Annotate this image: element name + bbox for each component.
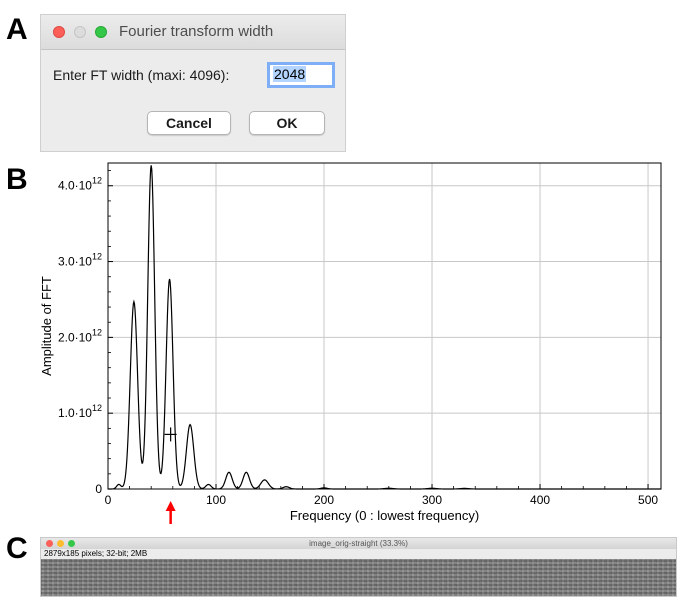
y-tick-label: 2.0·1012 bbox=[58, 327, 102, 344]
dialog-titlebar: Fourier transform width bbox=[41, 15, 345, 50]
x-tick-label: 100 bbox=[206, 493, 226, 507]
panel-label-c: C bbox=[6, 532, 28, 565]
image-window-titlebar: image_orig-straight (33.3%) bbox=[41, 538, 676, 549]
y-tick-label: 3.0·1012 bbox=[58, 252, 102, 269]
ft-width-value: 2048 bbox=[273, 66, 307, 82]
x-tick-label: 0 bbox=[105, 493, 112, 507]
chart-grid bbox=[108, 163, 661, 489]
ft-width-dialog: Fourier transform width Enter FT width (… bbox=[40, 14, 346, 152]
zoom-window-button[interactable] bbox=[95, 26, 107, 38]
fft-chart: 0 100 200 300 400 500 0 1.0·1012 2.0·1012 3.0·10… bbox=[39, 162, 662, 524]
x-tick-label: 500 bbox=[638, 493, 658, 507]
x-tick-label: 300 bbox=[422, 493, 442, 507]
y-tick-label: 1.0·1012 bbox=[58, 403, 102, 420]
image-canvas[interactable] bbox=[41, 559, 676, 596]
red-arrow-icon bbox=[165, 501, 176, 524]
x-tick-label: 400 bbox=[530, 493, 550, 507]
y-axis-label: Amplitude of FFT bbox=[39, 276, 54, 376]
panel-label-b: B bbox=[6, 163, 28, 196]
y-tick-label: 0 bbox=[95, 482, 102, 496]
image-zoom-button[interactable] bbox=[68, 540, 75, 547]
minimize-window-button[interactable] bbox=[74, 26, 86, 38]
ft-width-prompt: Enter FT width (maxi: 4096): bbox=[53, 67, 230, 83]
image-minimize-button[interactable] bbox=[57, 540, 64, 547]
ft-width-input[interactable]: 2048 bbox=[267, 62, 335, 88]
image-window: image_orig-straight (33.3%) 2879x185 pix… bbox=[40, 537, 677, 597]
crosshair-cursor-icon bbox=[164, 427, 177, 442]
ok-button[interactable]: OK bbox=[249, 111, 325, 135]
fft-series-line bbox=[108, 165, 661, 490]
y-axis-ticks: 0 1.0·1012 2.0·1012 3.0·1012 4.0·1012 bbox=[58, 170, 113, 496]
x-axis-label: Frequency (0 : lowest frequency) bbox=[290, 508, 479, 523]
image-info: 2879x185 pixels; 32-bit; 2MB bbox=[44, 549, 148, 558]
image-window-title: image_orig-straight (33.3%) bbox=[309, 539, 408, 548]
panel-label-a: A bbox=[6, 13, 28, 46]
close-window-button[interactable] bbox=[53, 26, 65, 38]
plot-frame bbox=[107, 162, 662, 490]
dialog-title: Fourier transform width bbox=[119, 23, 274, 40]
y-tick-label: 4.0·1012 bbox=[58, 176, 102, 193]
cancel-button[interactable]: Cancel bbox=[147, 111, 231, 135]
image-close-button[interactable] bbox=[46, 540, 53, 547]
x-axis-ticks: 0 100 200 300 400 500 bbox=[105, 484, 658, 507]
x-tick-label: 200 bbox=[314, 493, 334, 507]
